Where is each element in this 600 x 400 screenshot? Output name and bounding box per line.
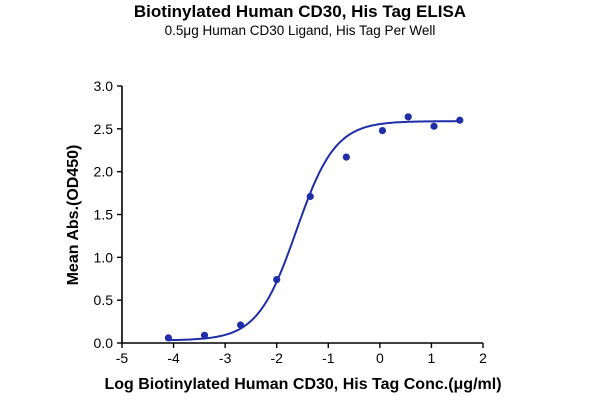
y-tick-label: 3.0 — [94, 78, 114, 94]
y-tick-label: 1.5 — [94, 207, 114, 223]
data-point — [430, 122, 438, 130]
data-point — [404, 113, 412, 121]
x-axis-label: Log Biotinylated Human CD30, His Tag Con… — [104, 376, 501, 393]
x-tick-label: -2 — [270, 350, 283, 366]
x-tick-label: 2 — [479, 350, 487, 366]
y-tick-label: 0.5 — [94, 292, 114, 308]
data-point — [164, 334, 173, 342]
data-point — [237, 321, 245, 329]
data-point — [306, 192, 314, 201]
data-point — [456, 116, 464, 124]
chart-title: Biotinylated Human CD30, His Tag ELISA — [133, 2, 467, 21]
x-tick-label: 1 — [428, 350, 436, 366]
x-tick-label: -1 — [322, 350, 335, 366]
data-point — [200, 331, 209, 339]
data-point — [378, 126, 387, 135]
x-tick-label: -4 — [167, 350, 180, 366]
y-tick-label: 2.0 — [94, 164, 114, 180]
x-tick-label: -3 — [219, 350, 232, 366]
data-point — [273, 276, 281, 284]
x-tick-label: -5 — [116, 350, 129, 366]
x-tick-label: 0 — [376, 350, 384, 366]
data-point — [342, 153, 350, 161]
y-tick-label: 1.0 — [94, 249, 114, 265]
y-tick-label: 2.5 — [94, 121, 114, 137]
chart-subtitle: 0.5μg Human CD30 Ligand, His Tag Per Wel… — [164, 23, 436, 38]
fit-curve — [168, 120, 460, 342]
y-tick-label: 0.0 — [94, 335, 114, 351]
y-axis-label: Mean Abs.(OD450) — [65, 145, 82, 286]
